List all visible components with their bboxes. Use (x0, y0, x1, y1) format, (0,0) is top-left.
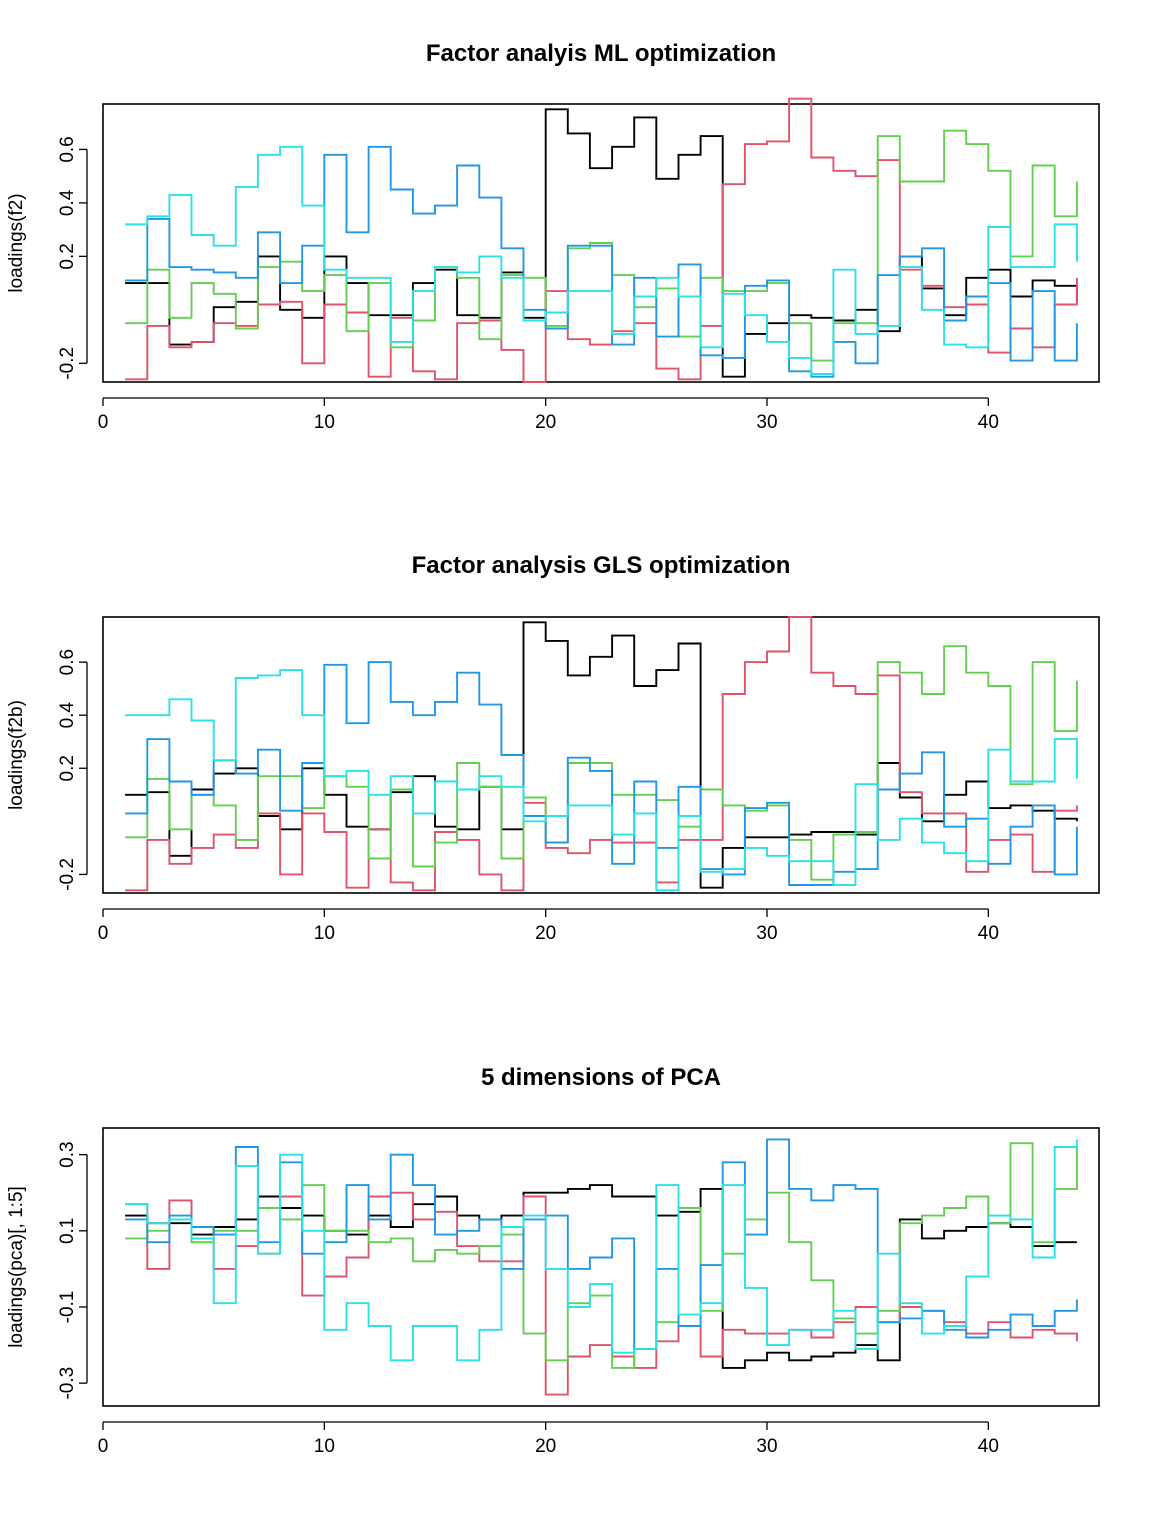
y-tick-label: 0.3 (57, 1141, 78, 1167)
x-tick-label: 30 (756, 1436, 777, 1457)
series-line-2 (125, 1191, 1078, 1396)
x-tick-label: 10 (314, 412, 335, 433)
series-line-5 (125, 145, 1078, 375)
y-tick-label: 0.4 (57, 189, 78, 216)
y-tick-label: 0.6 (57, 136, 78, 162)
series-line-1 (125, 621, 1078, 889)
series-line-1 (125, 1184, 1077, 1369)
y-tick-label: 0.2 (57, 243, 78, 269)
series-line-5 (125, 669, 1078, 892)
y-tick-label: 0.6 (57, 649, 78, 675)
plot-frame (102, 1127, 1100, 1407)
x-tick-label: 20 (535, 923, 556, 944)
plot-frame (102, 103, 1100, 383)
x-tick-label: 30 (756, 923, 777, 944)
x-tick-label: 0 (98, 923, 109, 944)
x-tick-label: 40 (978, 412, 999, 433)
series-line-2 (125, 616, 1078, 892)
y-tick-label: -0.3 (57, 1367, 78, 1400)
y-tick-label: 0.1 (57, 1218, 78, 1244)
y-axis-label: loadings(f2b) (6, 700, 27, 810)
y-tick-label: -0.2 (57, 858, 78, 891)
chart-title: Factor analysis GLS optimization (412, 552, 791, 579)
x-tick-label: 40 (978, 923, 999, 944)
chart-title: Factor analyis ML optimization (426, 40, 776, 67)
y-tick-label: -0.2 (57, 347, 78, 380)
x-tick-label: 0 (98, 1436, 109, 1457)
x-tick-label: 40 (978, 1436, 999, 1457)
y-tick-label: -0.1 (57, 1291, 78, 1324)
chart-panel-2: Factor analysis GLS optimization 0 10 20 30 4… (6, 552, 1100, 944)
y-axis-label: loadings(f2) (6, 193, 27, 292)
chart-panel-3: 5 dimensions of PCA 0 10 20 30 40 -0.3 -0.1 0.1 0… (6, 1064, 1100, 1457)
plot-frame (102, 616, 1100, 894)
series-line-5 (125, 1139, 1078, 1362)
x-tick-label: 20 (535, 412, 556, 433)
x-tick-label: 10 (314, 1436, 335, 1457)
series-line-4 (125, 1138, 1078, 1350)
x-tick-label: 10 (314, 923, 335, 944)
series-line-2 (125, 97, 1078, 383)
series-line-4 (125, 661, 1078, 886)
y-tick-label: 0.4 (57, 702, 78, 729)
series-line-3 (125, 645, 1078, 881)
chart-panel-1: Factor analyis ML optimization 0 10 20 30 40 -… (6, 40, 1100, 433)
chart-title: 5 dimensions of PCA (481, 1064, 721, 1091)
x-tick-label: 30 (756, 412, 777, 433)
y-tick-label: 0.2 (57, 755, 78, 781)
x-tick-label: 20 (535, 1436, 556, 1457)
x-tick-label: 0 (98, 412, 109, 433)
y-axis-label: loadings(pca)[, 1:5] (6, 1186, 27, 1348)
